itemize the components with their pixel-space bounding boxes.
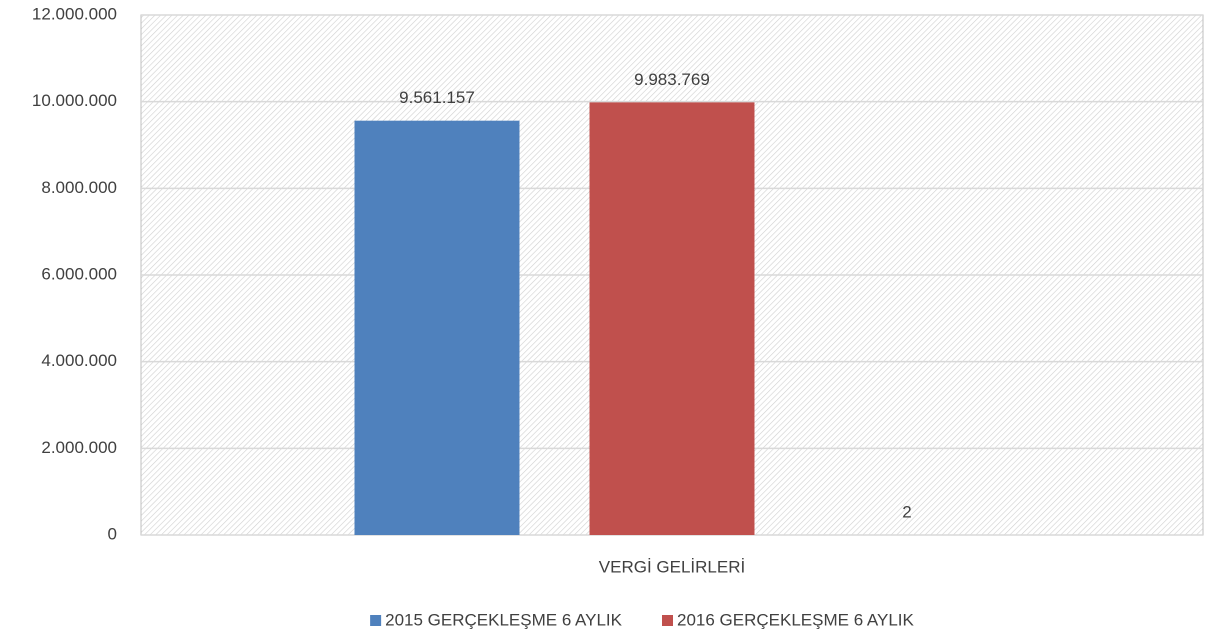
data-label: 9.561.157 bbox=[399, 88, 475, 107]
y-tick-label: 0 bbox=[108, 524, 117, 543]
x-tick-label: VERGİ GELİRLERİ bbox=[599, 557, 745, 576]
legend-label: 2015 GERÇEKLEŞME 6 AYLIK bbox=[385, 610, 623, 629]
data-label: 9.983.769 bbox=[634, 70, 710, 89]
y-tick-label: 4.000.000 bbox=[41, 351, 117, 370]
y-tick-label: 12.000.000 bbox=[32, 4, 117, 23]
data-label: 2 bbox=[902, 502, 911, 521]
y-tick-label: 2.000.000 bbox=[41, 438, 117, 457]
bar bbox=[589, 102, 755, 536]
y-tick-label: 10.000.000 bbox=[32, 91, 117, 110]
legend-swatch bbox=[662, 615, 673, 626]
bar bbox=[354, 120, 520, 535]
legend-label: 2016 GERÇEKLEŞME 6 AYLIK bbox=[677, 610, 915, 629]
y-tick-label: 6.000.000 bbox=[41, 264, 117, 283]
legend-swatch bbox=[370, 615, 382, 626]
y-tick-label: 8.000.000 bbox=[41, 178, 117, 197]
